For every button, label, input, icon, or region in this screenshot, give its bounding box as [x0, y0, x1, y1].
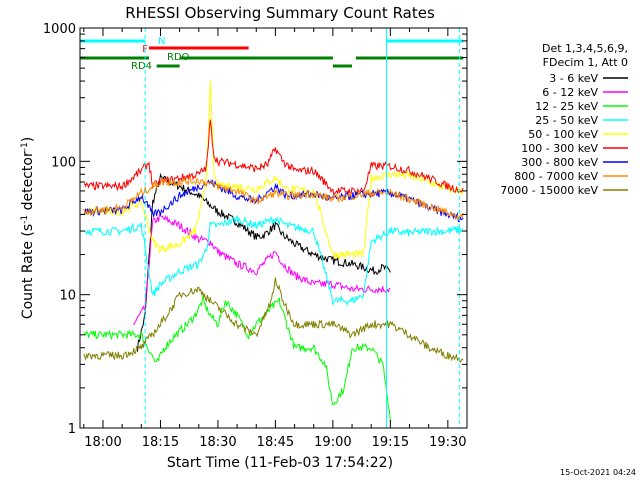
legend-label-0: 3 - 6 keV — [549, 72, 598, 85]
series-line-7 — [83, 176, 464, 221]
y-tick-label-3: 1000 — [43, 22, 76, 37]
series-line-5 — [83, 119, 464, 197]
x-tick-label-0: 18:00 — [84, 435, 121, 450]
footer-timestamp: 15-Oct-2021 04:24 — [560, 468, 636, 477]
y-tick-label-0: 1 — [68, 422, 76, 437]
plot-frame — [79, 27, 468, 429]
chart-title: RHESSI Observing Summary Count Rates — [125, 4, 435, 22]
series-line-1 — [133, 213, 391, 326]
series-line-8 — [83, 277, 464, 364]
x-tick-label-1: 18:15 — [142, 435, 179, 450]
y-tick-label-1: 10 — [59, 289, 76, 304]
legend-label-3: 25 - 50 keV — [535, 114, 598, 127]
x-tick-label-2: 18:30 — [199, 435, 236, 450]
series-line-6 — [83, 179, 464, 222]
legend-header-1: FDecim 1, Att 0 — [543, 56, 628, 69]
x-tick-label-4: 19:00 — [314, 435, 351, 450]
legend-label-7: 800 - 7000 keV — [514, 170, 598, 183]
x-axis: 18:00 18:15 18:30 18:45 19:00 19:15 19:30 — [83, 28, 468, 450]
series-line-0 — [137, 172, 391, 352]
y-tick-label-2: 100 — [51, 155, 76, 170]
plot-lines — [83, 80, 464, 422]
x-tick-label-3: 18:45 — [257, 435, 294, 450]
legend: Det 1,3,4,5,6,9,FDecim 1, Att 0 3 - 6 keV… — [500, 42, 628, 197]
y-axis-label: Count Rate (s-1 detector-1) — [20, 137, 36, 319]
legend-label-1: 6 - 12 keV — [542, 86, 598, 99]
series-line-4 — [83, 80, 464, 261]
legend-label-5: 100 - 300 keV — [521, 142, 598, 155]
status-label-n: N — [158, 36, 165, 47]
legend-label-8: 7000 - 15000 keV — [500, 184, 598, 197]
series-line-2 — [83, 296, 391, 422]
legend-label-2: 12 - 25 keV — [535, 100, 598, 113]
status-label-rd4: RD4 — [131, 61, 152, 72]
series-line-3 — [83, 215, 464, 307]
legend-label-6: 300 - 800 keV — [521, 156, 598, 169]
x-tick-label-6: 19:30 — [429, 435, 466, 450]
y-axis: 1 10 100 1000 — [43, 22, 467, 437]
x-tick-label-5: 19:15 — [372, 435, 409, 450]
status-label-rdo: RDO — [167, 52, 190, 63]
x-axis-label: Start Time (11-Feb-03 17:54:22) — [167, 455, 393, 471]
legend-label-4: 50 - 100 keV — [528, 128, 598, 141]
legend-header-0: Det 1,3,4,5,6,9, — [542, 42, 628, 55]
